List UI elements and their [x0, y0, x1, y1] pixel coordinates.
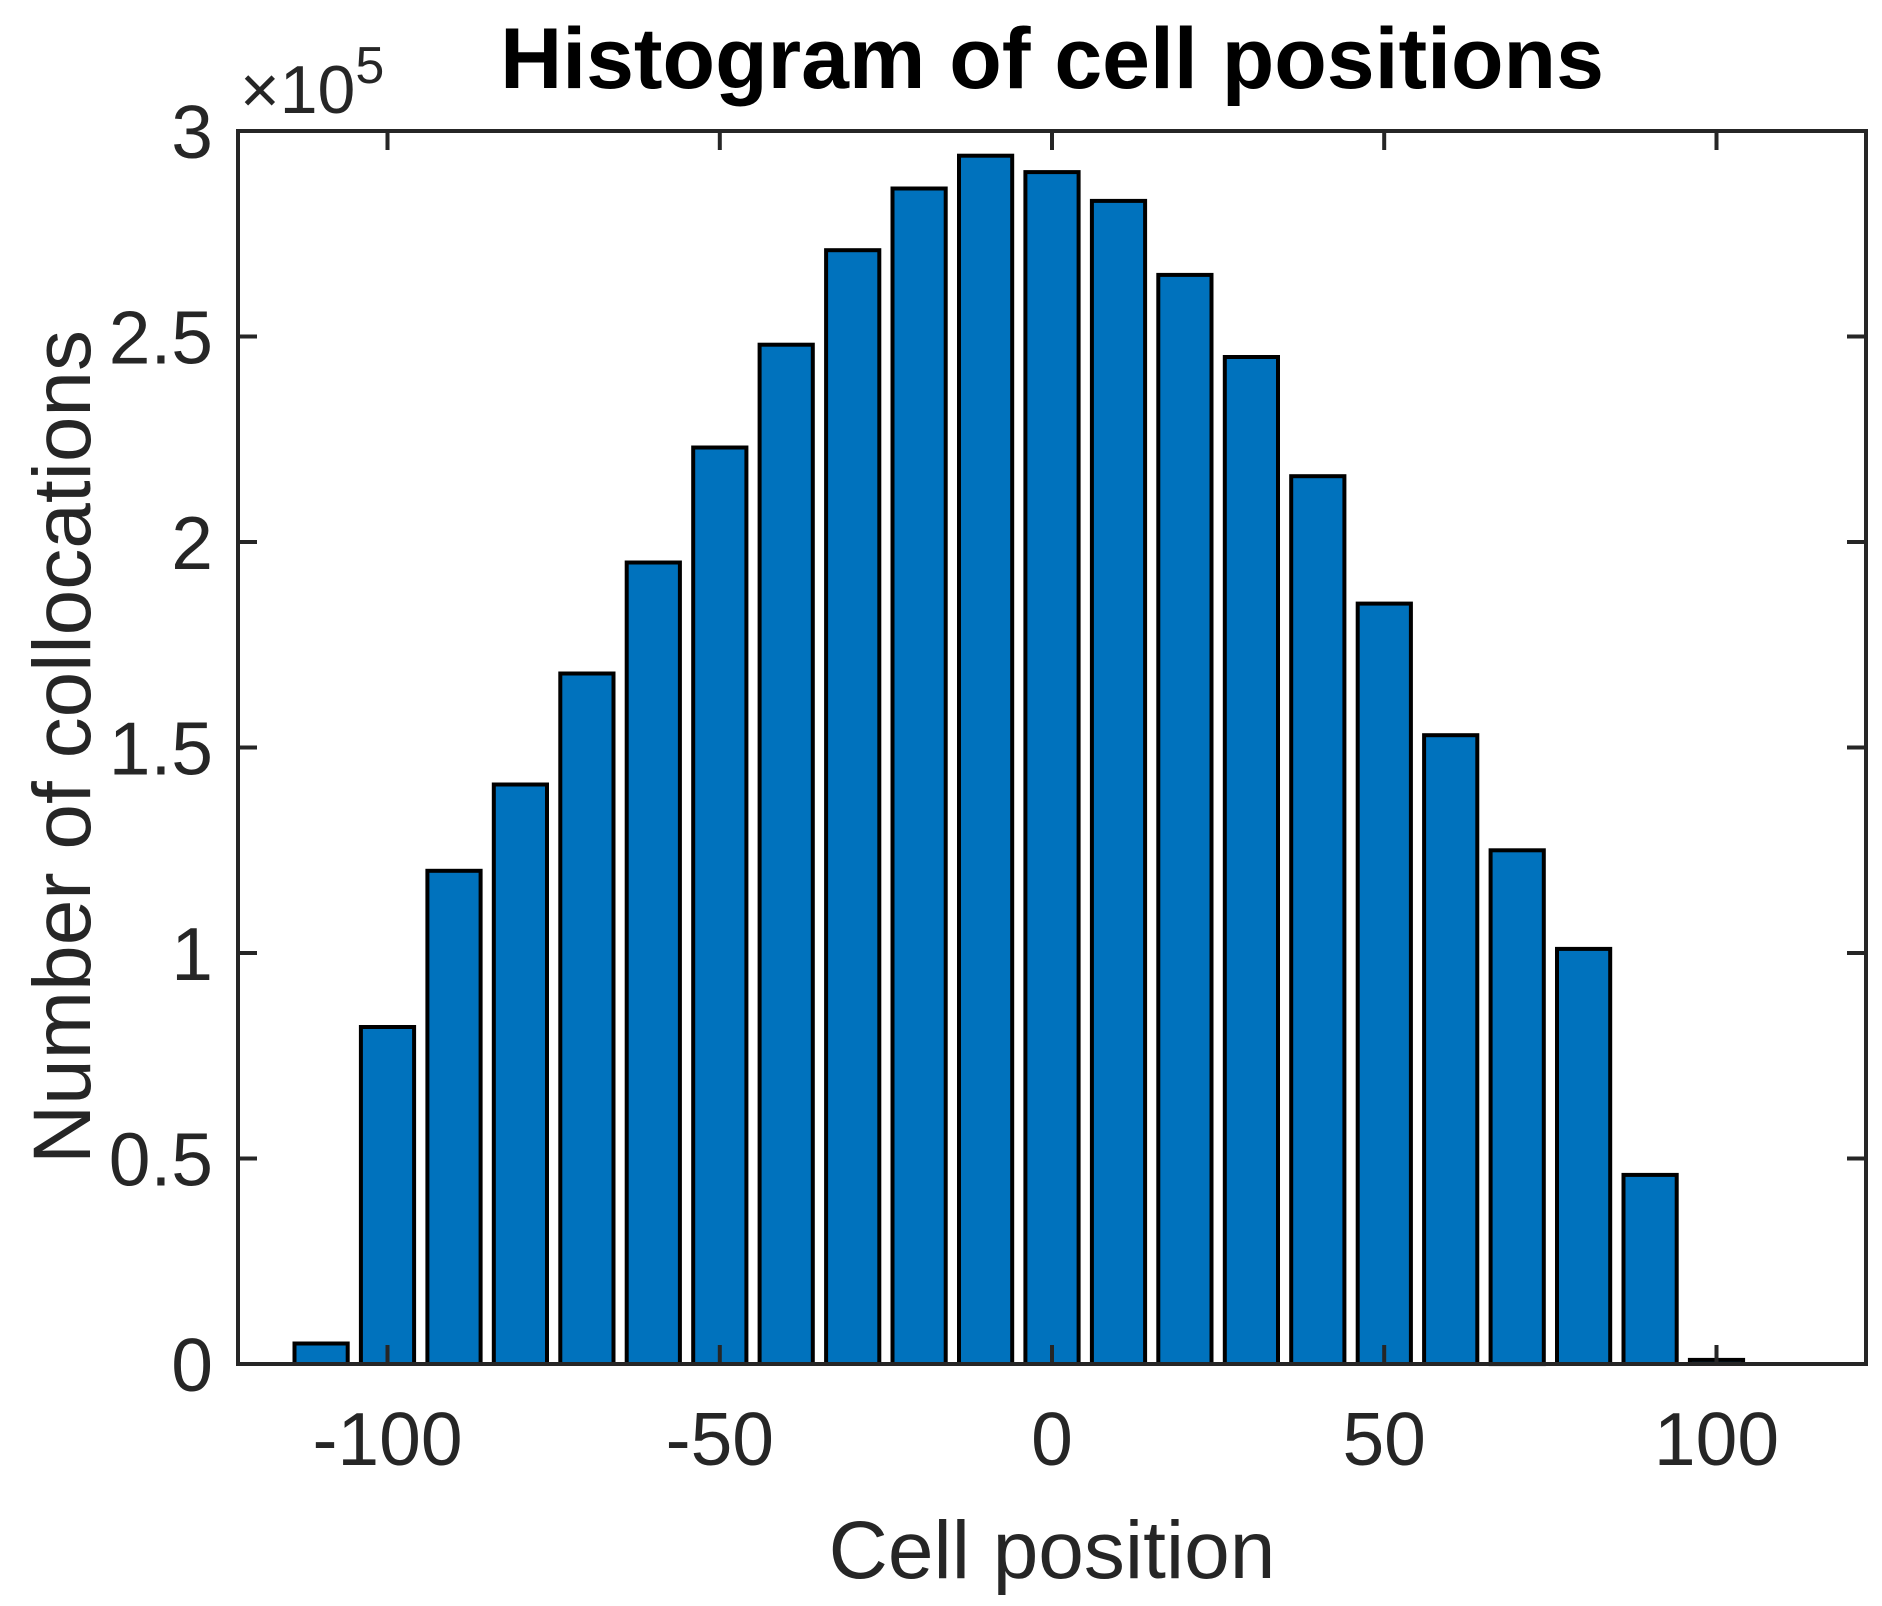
histogram-bar	[890, 186, 948, 1366]
histogram-bar	[358, 1025, 417, 1366]
histogram-bar	[957, 153, 1015, 1367]
y-tick-label: 3	[171, 90, 213, 174]
y-axis-multiplier: ×105	[240, 37, 384, 128]
histogram-bar	[1422, 733, 1480, 1366]
x-tick-label: 100	[1654, 1397, 1779, 1481]
x-tick-label: -50	[666, 1397, 774, 1481]
y-axis-multiplier-exponent: 5	[355, 37, 384, 95]
y-axis-multiplier-base: ×10	[240, 52, 355, 128]
y-tick-label: 0	[171, 1323, 213, 1407]
y-tick-label: 1	[171, 912, 213, 996]
x-tick-label: -100	[312, 1397, 462, 1481]
y-tick-label: 2	[171, 501, 213, 585]
histogram-bar	[1555, 946, 1613, 1367]
tick-labels-layer: -100 -50 0 50 100 0 0.5 1 1.5 2 2.5 3	[109, 90, 1779, 1481]
histogram-bar	[1089, 198, 1148, 1366]
histogram-bar	[491, 782, 549, 1366]
histogram-bar	[558, 671, 616, 1366]
chart-title: Histogram of cell positions	[500, 11, 1604, 107]
histogram-bar	[1621, 1172, 1679, 1367]
histogram-bar	[1355, 601, 1413, 1366]
histogram-bar	[624, 560, 682, 1366]
histogram-bar	[1289, 474, 1347, 1366]
histogram-bar	[1023, 170, 1081, 1367]
histogram-bar	[1222, 355, 1281, 1366]
y-tick-label: 0.5	[109, 1118, 213, 1202]
histogram-bar	[691, 445, 749, 1366]
x-tick-label: 0	[1031, 1397, 1073, 1481]
y-tick-label: 2.5	[109, 296, 213, 380]
x-axis-label: Cell position	[829, 1505, 1276, 1596]
histogram-bar	[425, 868, 483, 1366]
x-tick-label: 50	[1342, 1397, 1425, 1481]
histogram-bar	[1156, 272, 1214, 1366]
histogram-bar	[757, 342, 815, 1366]
y-axis-label: Number of collocations	[17, 330, 108, 1164]
histogram-bar	[1488, 848, 1546, 1367]
histogram-bar	[824, 248, 882, 1367]
ticks-layer	[238, 129, 1866, 1366]
histogram-bar	[292, 1341, 350, 1366]
bars-layer	[292, 153, 1746, 1367]
y-tick-label: 1.5	[109, 707, 213, 791]
